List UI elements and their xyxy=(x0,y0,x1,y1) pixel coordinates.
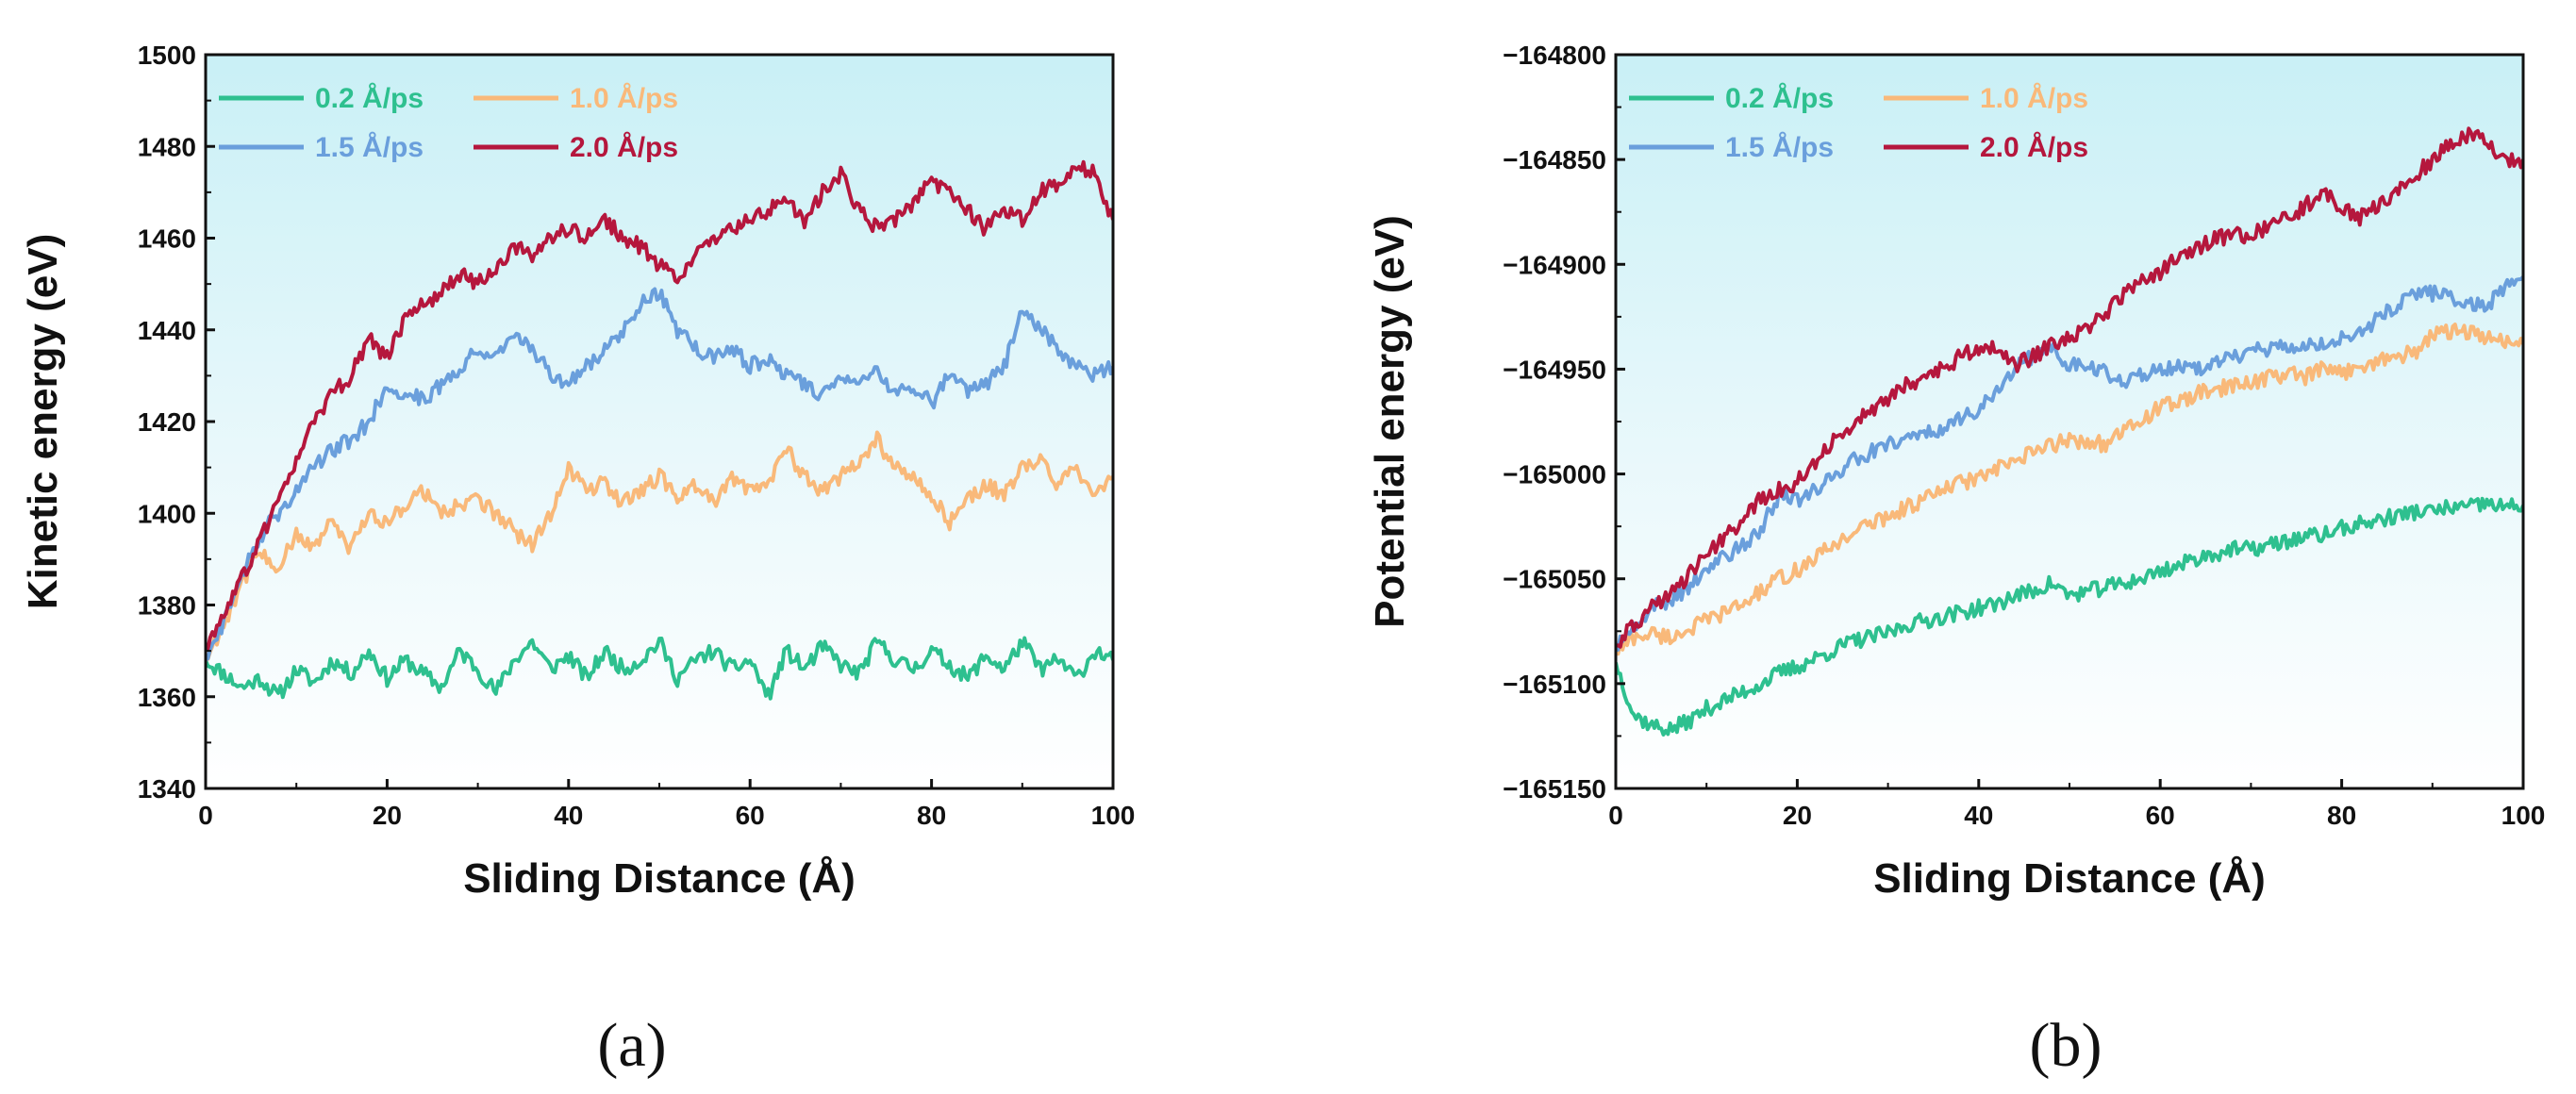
series-line-1 xyxy=(1616,323,2523,656)
legend-label: 1.5 Å/ps xyxy=(315,132,424,163)
x-axis-title: Sliding Distance (Å) xyxy=(1873,855,2266,902)
y-tick-label: 1480 xyxy=(138,132,196,161)
legend: 0.2 Å/ps 1.0 Å/ps 1.5 Å/ps 2.0 Å/ps xyxy=(219,83,678,163)
legend: 0.2 Å/ps 1.0 Å/ps 1.5 Å/ps 2.0 Å/ps xyxy=(1629,83,2088,163)
y-tick-label: 1420 xyxy=(138,407,196,437)
x-tick-label: 80 xyxy=(2327,801,2356,830)
legend-label: 1.0 Å/ps xyxy=(570,83,678,114)
legend-label: 2.0 Å/ps xyxy=(1980,132,2088,163)
x-tick-label: 0 xyxy=(1608,801,1623,830)
legend-label: 1.0 Å/ps xyxy=(1980,83,2088,114)
y-tick-label: −164900 xyxy=(1503,250,1606,279)
y-tick-label: −164850 xyxy=(1503,145,1606,174)
series-line-0 xyxy=(206,636,1113,701)
x-tick-label: 80 xyxy=(917,801,946,830)
chart-panel-b: 0 20 40 60 80 100 −165150 −165100 −165050 −165000… xyxy=(1367,41,2545,1080)
x-tick-label: 60 xyxy=(2146,801,2175,830)
y-tick-label: 1360 xyxy=(138,683,196,712)
x-tick-label: 20 xyxy=(1783,801,1812,830)
panel-label: (a) xyxy=(597,1011,666,1080)
x-tick-label: 20 xyxy=(373,801,402,830)
x-tick-label: 100 xyxy=(1091,801,1136,830)
y-tick-label: 1460 xyxy=(138,224,196,254)
legend-label: 0.2 Å/ps xyxy=(1725,83,1834,114)
panel-label: (b) xyxy=(2030,1011,2102,1080)
x-tick-label: 40 xyxy=(554,801,583,830)
x-axis-title: Sliding Distance (Å) xyxy=(463,855,856,902)
y-tick-label: −165150 xyxy=(1503,774,1606,804)
x-tick-label: 60 xyxy=(736,801,765,830)
y-tick-label: −164800 xyxy=(1503,41,1606,70)
series-line-1 xyxy=(206,430,1113,662)
y-axis-title: Kinetic energy (eV) xyxy=(20,234,66,610)
series-line-3 xyxy=(1616,126,2523,649)
y-tick-label: 1340 xyxy=(138,774,196,804)
y-tick-label: −164950 xyxy=(1503,355,1606,384)
y-tick-label: −165000 xyxy=(1503,460,1606,489)
x-tick-label: 100 xyxy=(2501,801,2546,830)
y-tick-label: −165100 xyxy=(1503,670,1606,699)
y-axis-title: Potential energy (eV) xyxy=(1367,215,1413,628)
plot-background xyxy=(206,55,1113,788)
y-tick-label: −165050 xyxy=(1503,565,1606,594)
series-line-2 xyxy=(206,287,1113,662)
x-tick-label: 40 xyxy=(1964,801,1993,830)
series-line-2 xyxy=(1616,275,2523,653)
legend-label: 1.5 Å/ps xyxy=(1725,132,1834,163)
y-tick-label: 1440 xyxy=(138,316,196,345)
y-tick-label: 1400 xyxy=(138,499,196,528)
series-line-0 xyxy=(1616,496,2523,737)
legend-label: 2.0 Å/ps xyxy=(570,132,678,163)
chart-panel-a: 0 20 40 60 80 100 1340 1360 1380 1400 1420 1440 1460… xyxy=(20,41,1135,1080)
plot-background xyxy=(1616,55,2523,788)
legend-label: 0.2 Å/ps xyxy=(315,83,424,114)
series-line-3 xyxy=(206,159,1113,653)
y-tick-label: 1500 xyxy=(138,41,196,70)
y-tick-label: 1380 xyxy=(138,591,196,621)
x-tick-label: 0 xyxy=(198,801,213,830)
